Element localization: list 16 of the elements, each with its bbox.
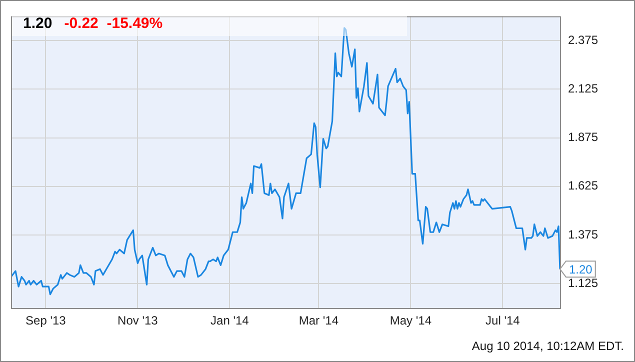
y-tick-label: 2.125	[568, 81, 598, 96]
y-tick-label: 2.375	[568, 32, 598, 47]
chart-title: 1.20	[23, 15, 52, 32]
x-tick-label: Sep '13	[26, 314, 66, 328]
x-tick-label: Jan '14	[210, 314, 250, 328]
text: Aug 10 2014, 10:12AM EDT.	[472, 339, 624, 353]
y-tick-label: 1.125	[568, 276, 598, 290]
annotation: 1.20	[569, 262, 593, 276]
x-tick-label: Jul '14	[486, 314, 520, 328]
x-tick-label: Mar '14	[298, 314, 339, 328]
x-tick-label: Nov '13	[118, 314, 158, 328]
y-tick-label: 1.625	[568, 178, 598, 193]
y-tick-label: 1.875	[568, 130, 598, 144]
y-tick-label: 1.375	[568, 227, 598, 242]
chart-subtitle: -0.22 -15.49%	[64, 15, 163, 32]
x-tick-label: May '14	[390, 314, 432, 328]
